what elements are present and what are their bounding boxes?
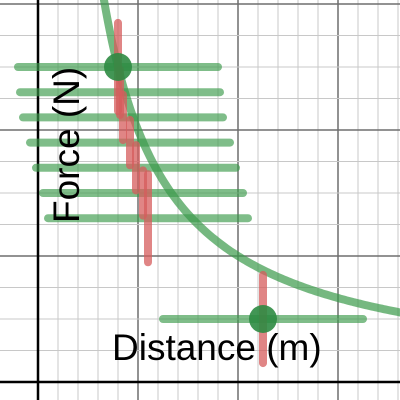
x-axis-title: Distance (m) <box>112 327 322 368</box>
data-point <box>249 305 277 333</box>
y-axis-title: Force (N) <box>46 67 87 223</box>
data-markers <box>104 53 277 333</box>
y-error-bars <box>114 18 267 368</box>
data-point <box>104 53 132 81</box>
